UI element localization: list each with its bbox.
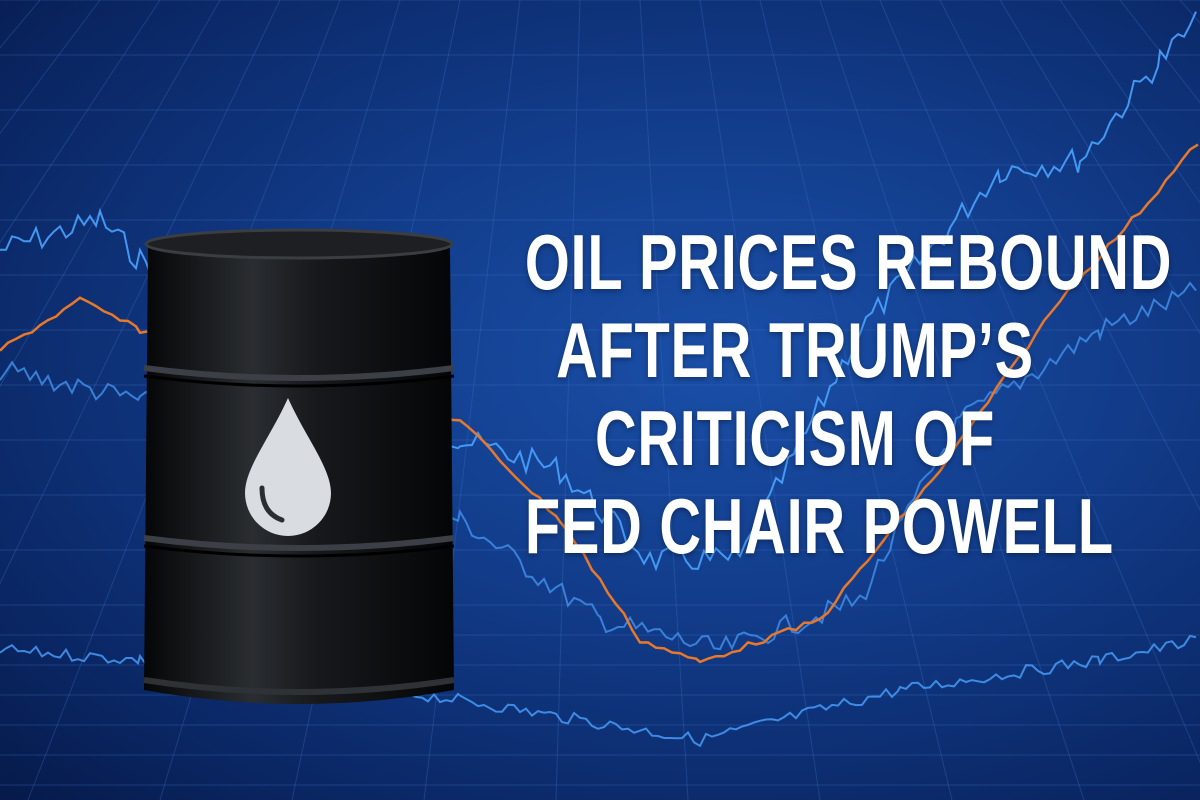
- grid-line: [1179, 0, 1200, 24]
- grid-line: [819, 0, 1085, 800]
- headline-line-2: AFTER TRUMP’S: [556, 306, 1034, 394]
- grid-line: [0, 0, 101, 135]
- grid-line: [699, 0, 821, 800]
- grid-line: [0, 0, 221, 387]
- headline-line-4: FED CHAIR POWELL: [524, 482, 1114, 570]
- grid-line: [999, 0, 1200, 335]
- grid-line: [0, 0, 161, 244]
- grid-line: [555, 0, 581, 800]
- headline-line-3: CRITICISM OF: [594, 394, 996, 482]
- grid-line: [939, 0, 1200, 511]
- grid-line: [0, 0, 41, 49]
- headline: OIL PRICES REBOUND AFTER TRUMP’S CRITICI…: [430, 218, 1173, 570]
- grid-line: [879, 0, 1200, 764]
- oil-barrel-icon: [143, 228, 455, 704]
- grid-line: [639, 0, 689, 800]
- headline-line-1: OIL PRICES REBOUND: [524, 218, 1173, 306]
- grid-line: [1059, 0, 1200, 204]
- oil-drop-icon: [245, 398, 331, 536]
- grid-line: [0, 0, 281, 585]
- grid-line: [759, 0, 953, 800]
